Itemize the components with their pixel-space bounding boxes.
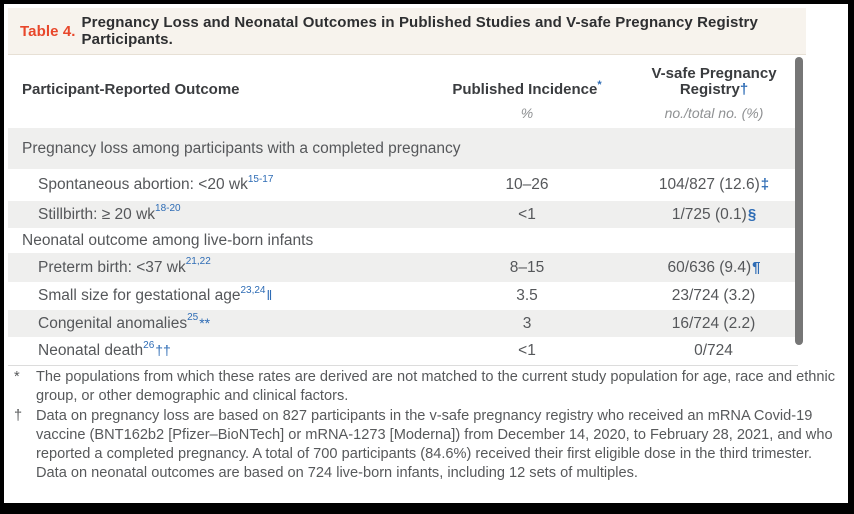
row-footnote-marker: ** [199, 314, 211, 331]
citation-ref[interactable]: 18-20 [155, 203, 181, 215]
table-row: Stillbirth: ≥ 20 wk18-20 <1 1/725 (0.1)§ [8, 201, 798, 228]
published-incidence-value: 8–15 [509, 258, 545, 276]
footnote-asterisk: * The populations from which these rates… [10, 368, 842, 406]
vsafe-value: 104/827 (12.6) [658, 176, 760, 193]
citation-ref[interactable]: 21,22 [185, 256, 211, 268]
vsafe-value: 16/724 (2.2) [671, 314, 756, 332]
article-page: Table 4. Pregnancy Loss and Neonatal Out… [4, 4, 848, 503]
table-section-row: Neonatal outcome among live-born infants [22, 232, 314, 249]
footnote-marker: † [14, 408, 23, 424]
table-header-row: Participant-Reported Outcome Published I… [8, 56, 798, 98]
value-footnote-marker: ¶ [752, 258, 761, 276]
published-incidence-value: 3.5 [516, 287, 538, 304]
row-label: Stillbirth: ≥ 20 wk [38, 205, 156, 223]
row-footnote-marker: †† [155, 342, 171, 358]
published-incidence-value: <1 [518, 342, 536, 359]
asterisk-footnote-marker: * [597, 79, 602, 91]
citation-ref[interactable]: 26 [143, 339, 155, 351]
row-footnote-marker [273, 176, 274, 192]
subheader-percent: % [520, 105, 534, 121]
vsafe-value: 0/724 [694, 342, 733, 359]
table-row: Small size for gestational age23,24‖ 3.5… [8, 282, 798, 310]
value-footnote-marker: § [747, 205, 757, 223]
row-label: Congenital anomalies [38, 314, 188, 332]
row-label: Spontaneous abortion: <20 wk [38, 176, 248, 193]
table-row: Spontaneous abortion: <20 wk15-17 10–26 … [8, 169, 798, 201]
row-footnote-marker: ‖ [266, 287, 273, 303]
footnote-text: Data on pregnancy loss are based on 827 … [36, 408, 833, 481]
citation-ref[interactable]: 25 [187, 312, 199, 324]
column-header-outcome: Participant-Reported Outcome [22, 81, 240, 98]
value-footnote-marker: ‡ [760, 176, 770, 193]
table-subheader-row: % no./total no. (%) [8, 105, 798, 128]
value-footnote-marker [733, 342, 734, 359]
column-header-published-incidence: Published Incidence* [452, 79, 602, 98]
table-number: Table 4. [20, 22, 76, 40]
citation-ref[interactable]: 15-17 [247, 173, 274, 185]
table-row: Neonatal death26†† <1 0/724 [8, 337, 798, 365]
vsafe-value: 1/725 (0.1) [671, 205, 747, 223]
column-header-vsafe-registry: V-safe Pregnancy Registry† [651, 65, 777, 98]
table-caption-bar: Table 4. Pregnancy Loss and Neonatal Out… [8, 8, 806, 55]
published-incidence-value: 3 [522, 314, 532, 332]
row-label: Preterm birth: <37 wk [38, 258, 186, 276]
table-row: Congenital anomalies25** 3 16/724 (2.2) [8, 310, 798, 337]
footnote-dagger: † Data on pregnancy loss are based on 82… [10, 407, 842, 483]
table-row: Preterm birth: <37 wk21,22 8–15 60/636 (… [8, 253, 798, 282]
value-footnote-marker [755, 315, 756, 332]
subheader-no-total: no./total no. (%) [664, 105, 764, 121]
vsafe-value: 23/724 (3.2) [671, 287, 756, 304]
citation-ref[interactable]: 23,24 [240, 284, 266, 296]
footnote-text: The populations from which these rates a… [36, 369, 836, 404]
published-incidence-value: 10–26 [505, 176, 549, 193]
footnotes: * The populations from which these rates… [10, 368, 842, 484]
footnote-marker: * [14, 369, 20, 385]
row-label: Neonatal death [38, 342, 144, 359]
table-section-row: Pregnancy loss among participants with a… [8, 128, 798, 169]
vertical-scrollbar-thumb[interactable] [795, 57, 803, 345]
published-incidence-value: <1 [518, 205, 536, 223]
table-title: Pregnancy Loss and Neonatal Outcomes in … [81, 14, 758, 48]
vsafe-value: 60/636 (9.4) [667, 258, 752, 276]
row-label: Small size for gestational age [38, 287, 241, 304]
value-footnote-marker [755, 287, 756, 304]
dagger-footnote-marker: † [739, 81, 749, 98]
outcomes-table: Participant-Reported Outcome Published I… [8, 56, 806, 366]
table-bottom-rule [8, 365, 798, 366]
